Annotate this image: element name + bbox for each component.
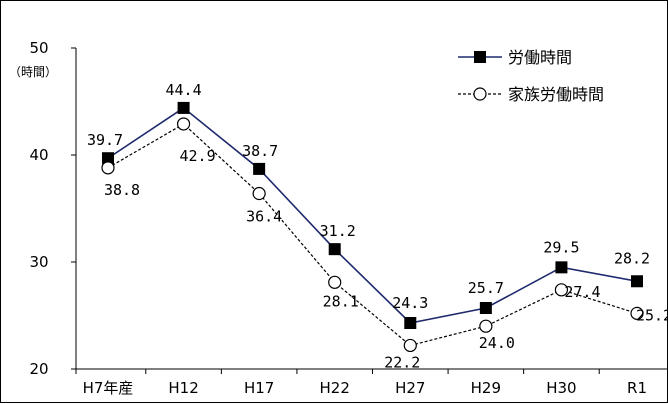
marker-square <box>404 316 417 329</box>
marker-circle <box>554 283 569 297</box>
data-label: 42.9 <box>180 147 216 165</box>
data-label: 24.0 <box>479 334 515 352</box>
marker-circle <box>101 161 115 175</box>
x-tick-label: H12 <box>168 379 198 397</box>
data-labels: 39.7 44.4 38.7 31.2 24.3 25.7 29.5 28.2 38.8 42.9… <box>87 81 668 372</box>
marker-square <box>631 275 643 288</box>
data-label: 38.8 <box>104 181 140 199</box>
legend-marker-circle <box>473 87 487 101</box>
y-tick-label: 30 <box>29 253 48 271</box>
series-line-total <box>107 106 638 324</box>
y-tick-label: 50 <box>29 39 48 57</box>
data-label: 25.7 <box>468 279 504 297</box>
series-line-family <box>107 123 638 347</box>
marker-circle <box>479 319 493 333</box>
x-tick-label: H27 <box>395 379 425 397</box>
legend-label: 労働時間 <box>508 48 572 67</box>
axes: 20 30 40 50 （時間） H7年産 H12 H17 H22 H27 H29 H30 R1 <box>9 39 667 397</box>
data-label: 28.1 <box>323 292 359 310</box>
x-tick-label: H7年産 <box>83 379 134 397</box>
data-label: 38.7 <box>242 142 278 160</box>
legend-label: 家族労働時間 <box>508 85 604 104</box>
marker-square <box>555 261 568 274</box>
data-label: 44.4 <box>166 81 202 99</box>
marker-square <box>102 152 114 165</box>
marker-square <box>177 101 190 114</box>
y-tick-label: 20 <box>29 360 48 378</box>
data-label: 28.2 <box>614 249 650 267</box>
data-label: 31.2 <box>320 222 356 240</box>
marker-circle <box>328 275 342 289</box>
x-tick-label: H29 <box>471 379 501 397</box>
marker-square <box>479 302 492 315</box>
series-lines <box>107 106 638 347</box>
marker-circle <box>252 186 266 201</box>
data-label: 25.2 <box>636 306 668 324</box>
series-markers <box>101 101 644 353</box>
x-tick-label: R1 <box>627 379 647 397</box>
x-tick-label: H22 <box>320 379 350 397</box>
data-label: 22.2 <box>384 353 420 371</box>
y-unit-label: （時間） <box>9 65 57 79</box>
marker-square <box>328 243 341 256</box>
data-label: 29.5 <box>543 238 579 256</box>
data-label: 27.4 <box>564 283 600 301</box>
x-tick-label: H30 <box>546 379 576 397</box>
marker-square <box>253 162 266 175</box>
data-label: 24.3 <box>392 294 428 312</box>
data-label: 36.4 <box>246 208 282 226</box>
marker-circle <box>630 306 644 320</box>
legend-marker-square <box>474 51 486 63</box>
marker-circle <box>403 338 417 353</box>
marker-circle <box>176 117 191 131</box>
x-tick-label: H17 <box>244 379 274 397</box>
data-label: 39.7 <box>87 131 123 149</box>
y-tick-label: 40 <box>29 146 48 164</box>
